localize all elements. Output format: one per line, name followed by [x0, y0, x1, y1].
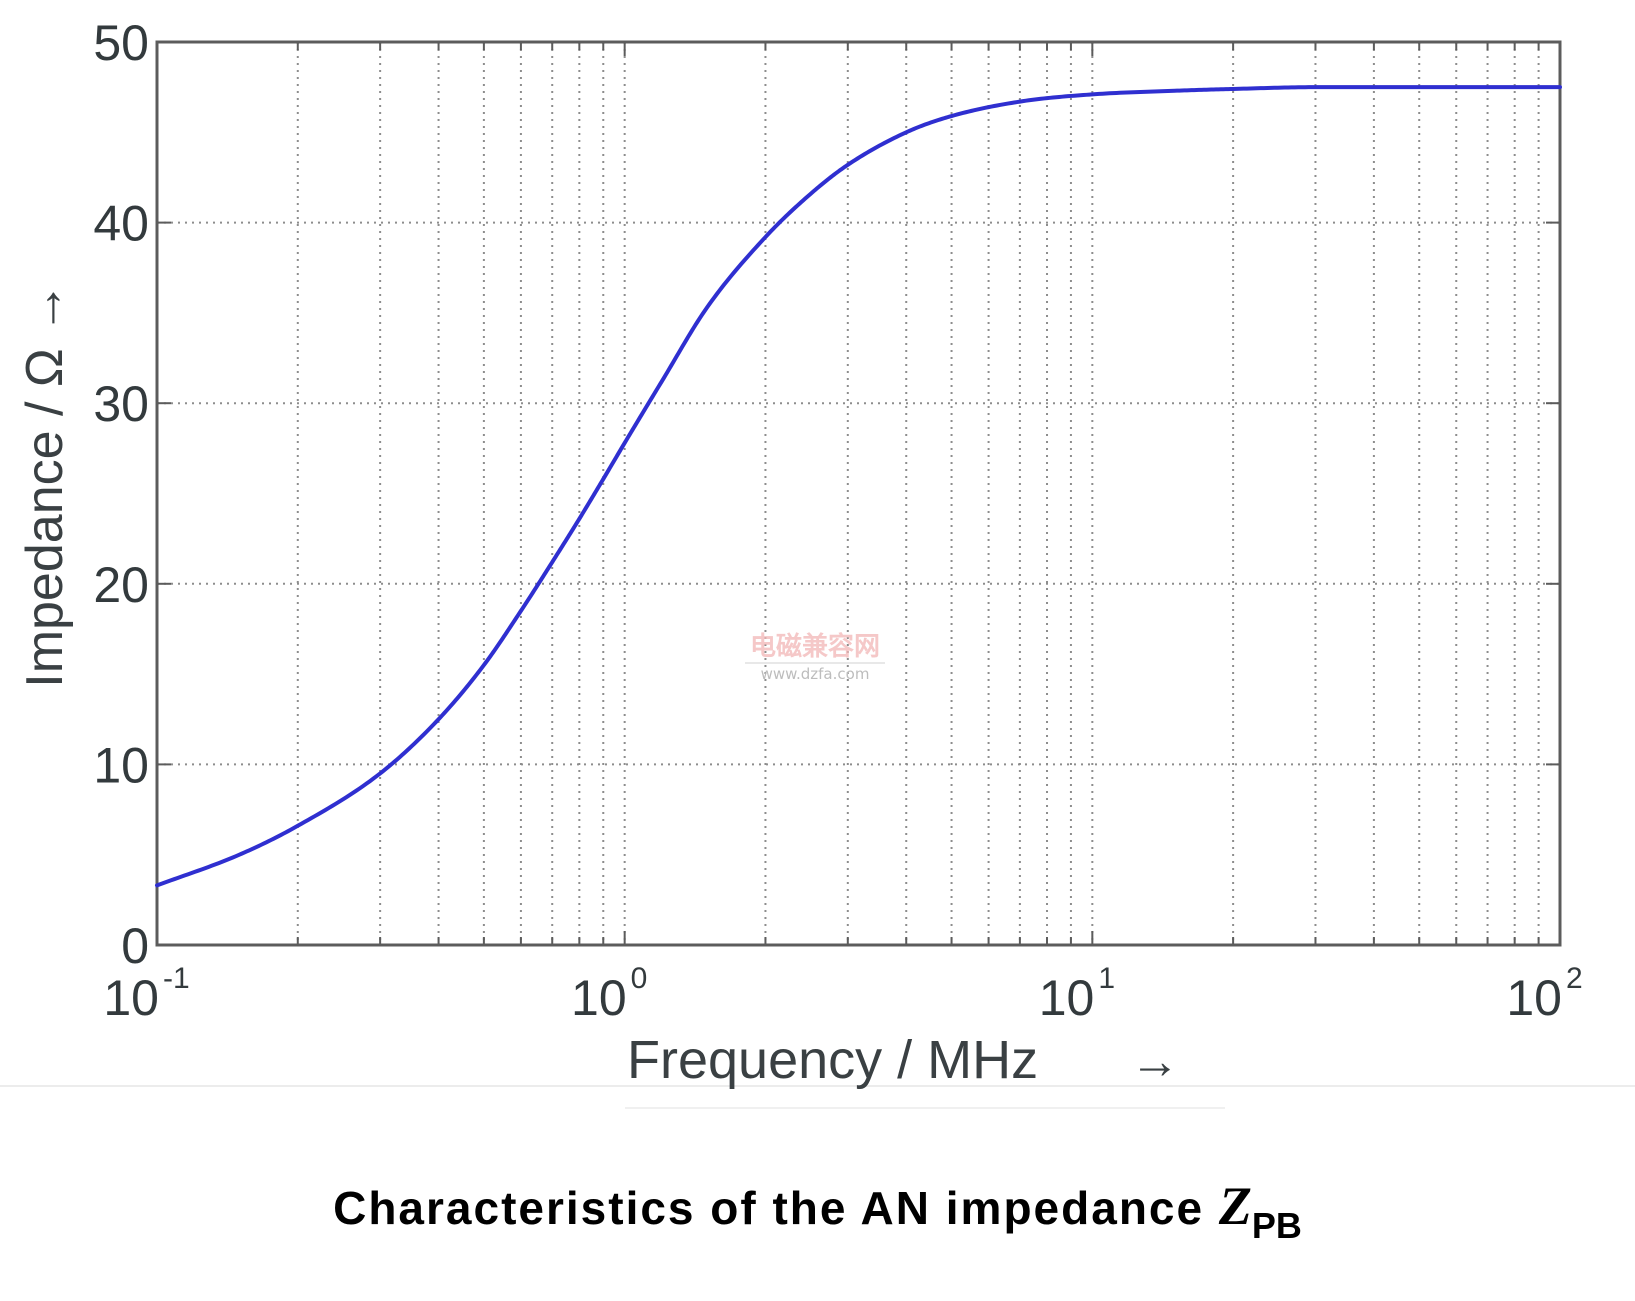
x-tick-exponent: 0: [631, 962, 648, 995]
caption-symbol: Z: [1218, 1176, 1252, 1236]
x-tick-label: 10 -1: [103, 962, 189, 1026]
x-tick-base: 10: [1506, 970, 1562, 1026]
series-layer: [155, 85, 1562, 888]
caption-text: Characteristics of the AN impedance: [333, 1182, 1219, 1234]
x-tick-base: 10: [103, 970, 159, 1026]
watermark-text: 电磁兼容网: [750, 631, 880, 662]
series-line: [155, 85, 1562, 888]
x-tick-exponent: -1: [163, 962, 190, 995]
x-axis-arrow: →: [1130, 1033, 1180, 1089]
y-tick-label: 0: [121, 918, 149, 974]
watermark-url: www.dzfa.com: [761, 665, 870, 683]
plot-frame: [155, 40, 1562, 947]
chart-grid: [157, 42, 1560, 945]
x-tick-label: 10 2: [1506, 962, 1582, 1026]
x-tick-label: 10 0: [571, 962, 647, 1026]
x-axis-label: Frequency / MHz: [627, 1030, 1038, 1090]
x-tick-labels: 10 -1 10 0 10 1 10 2: [103, 962, 1582, 1026]
x-tick-base: 10: [1039, 970, 1095, 1026]
y-axis-label: Impedance / Ω: [16, 348, 74, 688]
y-tick-label: 20: [93, 557, 149, 613]
caption-subscript: PB: [1251, 1205, 1302, 1246]
y-tick-label: 10: [93, 737, 149, 793]
x-tick-label: 10 1: [1039, 962, 1115, 1026]
y-tick-label: 50: [93, 15, 149, 71]
figure-caption: Characteristics of the AN impedance ZPB: [0, 1175, 1635, 1246]
x-tick-base: 10: [571, 970, 627, 1026]
y-tick-label: 30: [93, 376, 149, 432]
axis-ticks: [157, 41, 1560, 946]
x-tick-exponent: 2: [1566, 962, 1583, 995]
y-tick-labels: 0 10 20 30 40 50: [93, 15, 149, 974]
x-label-background: [625, 1028, 1225, 1108]
x-tick-exponent: 1: [1098, 962, 1115, 995]
y-axis-arrow: →: [16, 282, 74, 334]
y-tick-label: 40: [93, 196, 149, 252]
